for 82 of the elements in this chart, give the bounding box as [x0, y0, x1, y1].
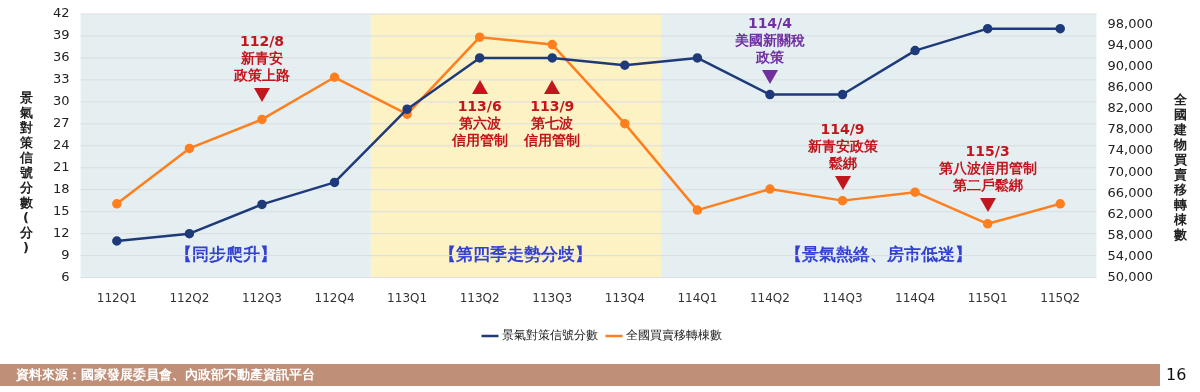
point	[112, 236, 122, 246]
y-tick-label: 21	[53, 159, 70, 175]
y2-tick-label: 50,000	[1107, 268, 1154, 284]
annotation: 112/8新青安政策上路	[232, 32, 291, 84]
band-label: 【第四季走勢分歧】	[439, 244, 593, 265]
band-label: 【同步爬升】	[174, 244, 277, 265]
point	[1055, 199, 1065, 209]
point	[257, 199, 267, 210]
point	[620, 118, 630, 129]
y2-tick-label: 74,000	[1107, 142, 1154, 158]
y2-tick-label: 86,000	[1107, 79, 1154, 95]
y2-tick-label: 70,000	[1107, 163, 1154, 179]
point	[474, 53, 485, 63]
x-tick-label: 115Q2	[1040, 290, 1081, 305]
text: 景氣對策信號分數(分)	[19, 90, 33, 255]
y2-tick-label: 98,000	[1107, 15, 1154, 31]
x-tick-label: 113Q4	[604, 290, 645, 305]
point	[910, 187, 920, 197]
point	[184, 228, 195, 239]
y-tick-label: 27	[53, 115, 70, 131]
y-tick-label: 36	[53, 49, 70, 65]
annotation: 115/3第八波信用管制第二戶鬆綁	[937, 142, 1038, 194]
text: 全國建物買賣移轉棟數	[1173, 92, 1187, 242]
y-tick-label: 24	[53, 137, 70, 153]
point	[184, 143, 195, 154]
point	[620, 60, 630, 71]
x-tick-label: 114Q2	[749, 290, 790, 305]
annotation: 114/9新青安政策鬆綁	[806, 120, 879, 172]
point	[329, 177, 340, 188]
annotation: 113/6第六波信用管制	[451, 97, 508, 148]
point	[257, 114, 267, 125]
y2-tick-label: 78,000	[1107, 121, 1154, 137]
y-tick-label: 6	[61, 268, 70, 284]
y2-tick-label: 66,000	[1107, 184, 1154, 200]
y-tick-label: 33	[53, 71, 70, 87]
point	[837, 195, 848, 206]
x-tick-label: 113Q1	[387, 290, 428, 305]
point	[474, 32, 485, 42]
x-tick-label: 114Q4	[895, 290, 936, 305]
point	[402, 104, 412, 114]
point	[112, 199, 122, 209]
y-tick-label: 12	[53, 225, 70, 241]
point	[837, 89, 848, 100]
legend-label: 景氣對策信號分數	[502, 328, 598, 343]
point	[329, 72, 340, 83]
y2-tick-label: 62,000	[1107, 205, 1154, 221]
y2-tick-label: 94,000	[1107, 37, 1154, 53]
x-tick-label: 112Q4	[314, 290, 355, 305]
band-label: 【景氣熱絡、房市低迷】	[785, 244, 973, 265]
point	[910, 45, 920, 56]
x-tick-label: 112Q1	[96, 290, 137, 305]
source-note: 資料來源：國家發展委員會、內政部不動產資訊平台	[0, 364, 1160, 386]
annotation: 114/4美國新關稅政策	[733, 14, 806, 66]
y2-tick-label: 58,000	[1107, 226, 1154, 242]
point	[982, 23, 993, 34]
annotation: 113/9第七波信用管制	[524, 97, 581, 148]
x-tick-label: 112Q3	[241, 290, 282, 305]
x-tick-label: 114Q1	[677, 290, 718, 305]
point	[547, 53, 557, 63]
point	[765, 184, 775, 194]
y-tick-label: 18	[53, 181, 70, 197]
y2-tick-label: 90,000	[1107, 58, 1154, 74]
y-tick-label: 15	[53, 203, 70, 219]
y-tick-label: 42	[53, 5, 70, 21]
point	[692, 205, 703, 215]
x-tick-label: 113Q2	[459, 290, 500, 305]
text: 16	[1166, 364, 1187, 386]
point	[547, 39, 557, 50]
point	[765, 89, 775, 100]
x-tick-label: 114Q3	[822, 290, 863, 305]
x-tick-label: 113Q3	[532, 290, 573, 305]
legend-label: 全國買賣移轉棟數	[626, 328, 722, 343]
y2-tick-label: 54,000	[1107, 247, 1154, 263]
x-tick-label: 112Q2	[169, 290, 210, 305]
y-tick-label: 30	[53, 93, 70, 109]
y-tick-label: 9	[61, 247, 70, 263]
y-tick-label: 39	[53, 27, 70, 43]
point	[692, 53, 703, 63]
point	[982, 219, 993, 229]
point	[1055, 23, 1065, 34]
y2-tick-label: 82,000	[1107, 100, 1154, 116]
x-tick-label: 115Q1	[967, 290, 1008, 305]
